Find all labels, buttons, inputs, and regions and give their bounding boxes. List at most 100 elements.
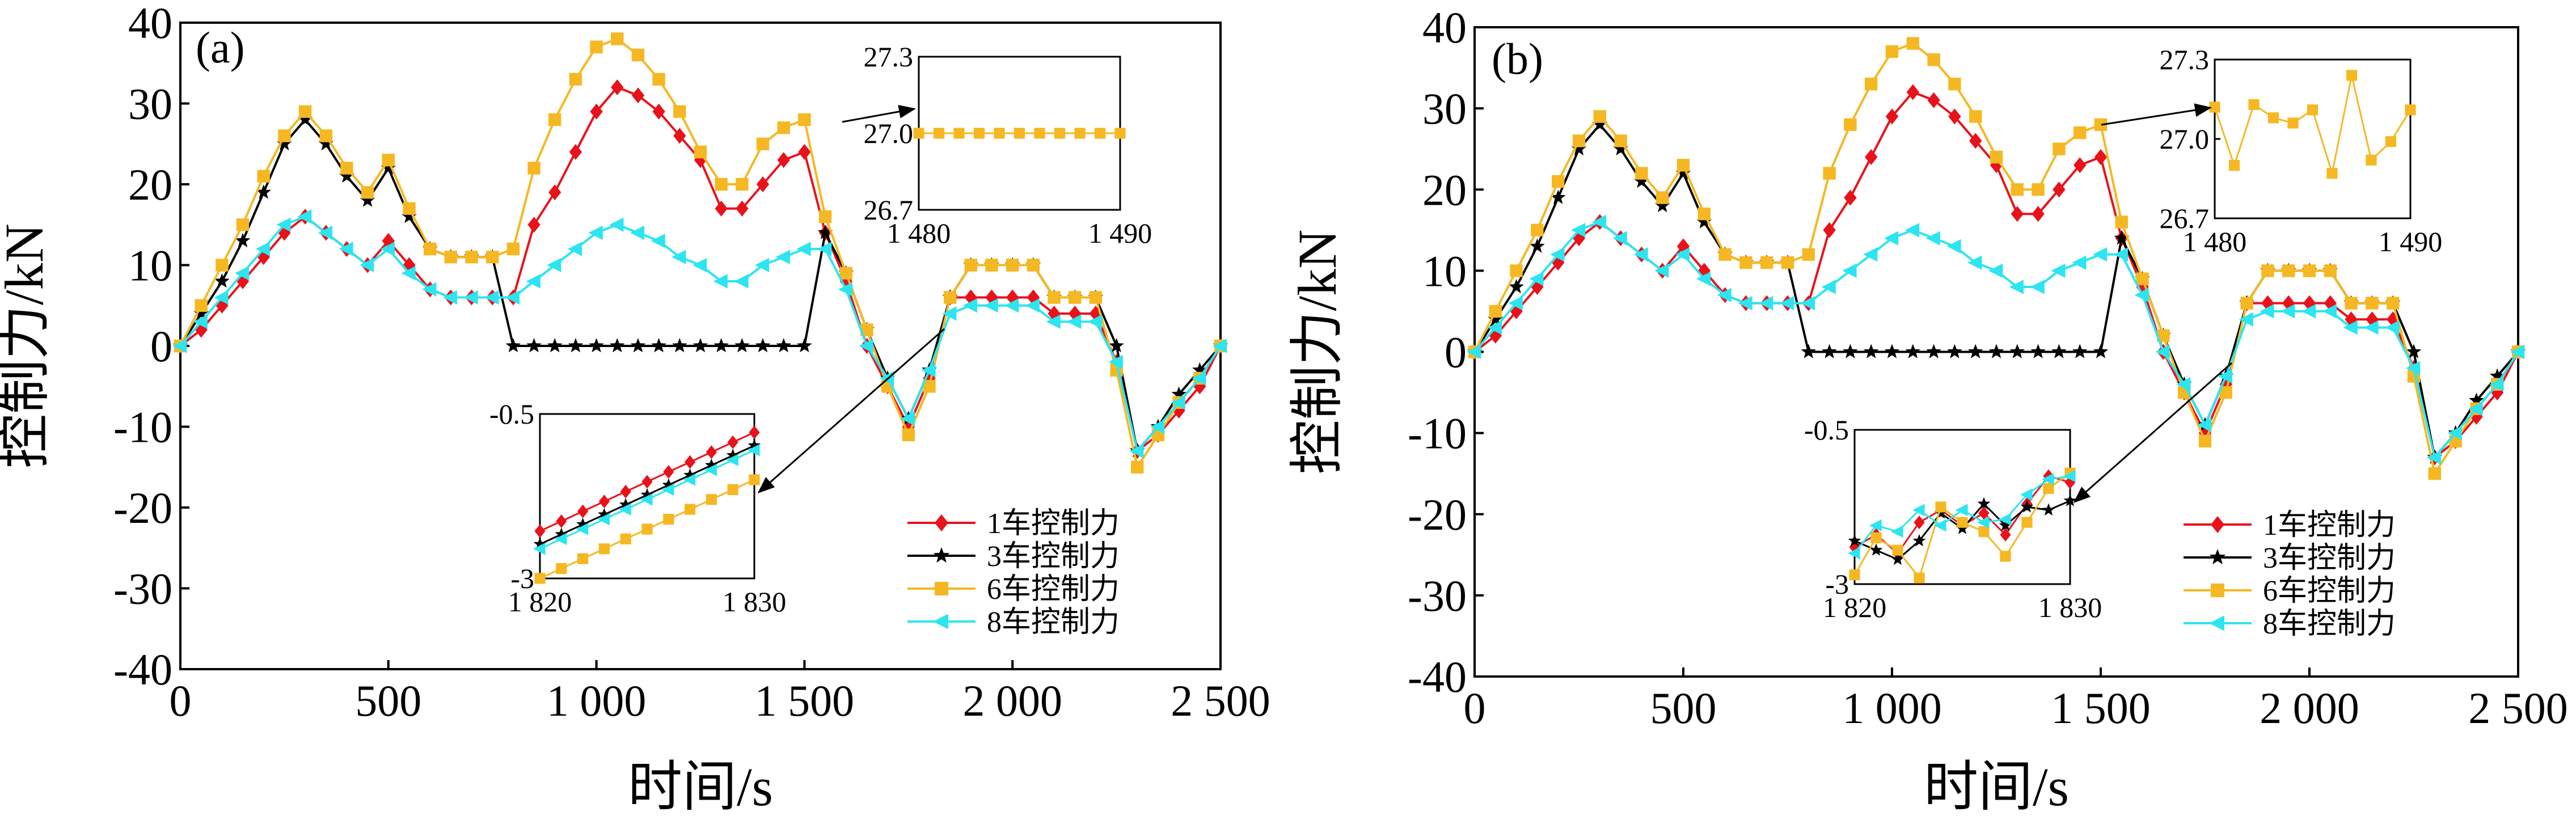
inset-data-point bbox=[1978, 506, 1990, 520]
legend-entry: 1车控制力 bbox=[2184, 509, 2396, 542]
inset-2: 1 820 1 830 -0.5 -3 bbox=[1804, 414, 2102, 623]
data-point bbox=[2489, 377, 2504, 392]
x-tick-label: 1 000 bbox=[1842, 683, 1942, 733]
data-point bbox=[1822, 344, 1837, 358]
x-tick-label: 0 bbox=[170, 676, 192, 725]
data-point bbox=[1572, 134, 1586, 147]
data-point bbox=[1571, 141, 1587, 155]
x-tick-label: 1 500 bbox=[755, 676, 855, 725]
inset-data-point bbox=[641, 523, 653, 535]
inset-data-point bbox=[704, 463, 717, 476]
data-point bbox=[2343, 320, 2358, 335]
data-point bbox=[611, 32, 624, 45]
data-point bbox=[2428, 467, 2441, 480]
data-point bbox=[1946, 239, 1961, 253]
data-point bbox=[505, 290, 520, 305]
data-point bbox=[713, 274, 728, 289]
data-point bbox=[2239, 312, 2253, 327]
y-tick-label: -30 bbox=[113, 564, 172, 614]
data-point bbox=[2094, 149, 2108, 165]
panel-label: (a) bbox=[196, 23, 245, 72]
inset-data-point bbox=[534, 524, 546, 538]
data-point bbox=[817, 242, 832, 256]
data-point bbox=[1843, 344, 1858, 358]
inset-data-point bbox=[2020, 500, 2034, 513]
data-point bbox=[2406, 344, 2422, 358]
data-point bbox=[1467, 344, 1481, 360]
data-point bbox=[2385, 320, 2400, 335]
data-point bbox=[318, 225, 332, 240]
inset-data-point bbox=[661, 483, 674, 496]
data-point bbox=[1550, 247, 1565, 262]
y-tick-label: 40 bbox=[128, 0, 172, 48]
data-point bbox=[589, 338, 604, 353]
data-point bbox=[1925, 231, 1940, 246]
inset-data-point bbox=[641, 475, 653, 489]
inset-data-point bbox=[556, 563, 567, 574]
x-tick-label: 500 bbox=[1650, 683, 1717, 733]
inset-data-point bbox=[727, 435, 738, 449]
data-point bbox=[942, 306, 957, 321]
data-point bbox=[1844, 118, 1857, 131]
data-point bbox=[1656, 191, 1669, 204]
data-point bbox=[1863, 344, 1879, 358]
data-point bbox=[1906, 84, 1919, 100]
inset-x-tick-label: 1 490 bbox=[2379, 226, 2443, 257]
data-point bbox=[403, 202, 416, 215]
data-point bbox=[1988, 344, 2004, 358]
data-point bbox=[1738, 296, 1752, 311]
legend-label: 6车控制力 bbox=[2263, 575, 2396, 607]
data-point bbox=[2468, 401, 2483, 416]
data-point bbox=[2032, 183, 2045, 196]
data-point bbox=[1048, 291, 1061, 304]
y-axis-label: 控制力/kN bbox=[0, 223, 54, 468]
data-point bbox=[526, 338, 542, 353]
inset-data-point bbox=[1013, 128, 1025, 139]
inset-y-tick-label: 26.7 bbox=[2160, 202, 2210, 234]
data-point bbox=[2198, 425, 2212, 441]
data-point bbox=[1948, 78, 1961, 91]
data-point bbox=[985, 259, 998, 272]
data-point bbox=[526, 274, 540, 289]
data-point bbox=[1529, 272, 1544, 286]
data-point bbox=[1109, 338, 1124, 353]
chart-panel-a: 0 500 1 000 1 500 2 000 2 500 -40 -30 -20 -10 0 10 2… bbox=[0, 0, 1270, 817]
legend-label: 1车控制力 bbox=[2263, 509, 2396, 542]
inset-data-point bbox=[1912, 534, 1926, 547]
data-point bbox=[590, 103, 603, 120]
data-point bbox=[2072, 344, 2088, 358]
inset-data-point bbox=[1956, 522, 1969, 534]
data-point bbox=[484, 290, 499, 305]
data-point bbox=[1967, 255, 1982, 270]
inset-data-point bbox=[1848, 534, 1861, 547]
data-point bbox=[172, 339, 187, 353]
inset-data-point bbox=[619, 503, 631, 515]
data-point bbox=[1508, 296, 1523, 311]
data-point bbox=[361, 186, 374, 199]
inset-data-point bbox=[748, 438, 761, 451]
data-point bbox=[610, 338, 625, 353]
data-point bbox=[298, 105, 312, 118]
data-point bbox=[588, 225, 603, 240]
data-point bbox=[1780, 296, 1794, 311]
data-point bbox=[1572, 230, 1586, 247]
y-tick-label: -10 bbox=[113, 403, 172, 452]
inset-1: 1 480 1 490 27.3 27.0 26.7 bbox=[2160, 44, 2443, 257]
data-point bbox=[652, 73, 665, 86]
data-point bbox=[1759, 296, 1773, 311]
data-point bbox=[214, 290, 229, 305]
data-point bbox=[631, 87, 645, 104]
y-tick-label: -30 bbox=[1408, 571, 1467, 620]
data-point bbox=[547, 257, 561, 273]
inset-data-point bbox=[2209, 102, 2220, 113]
inset-data-point bbox=[1114, 128, 1126, 139]
data-point bbox=[2051, 344, 2067, 358]
inset-y-tick-label: 27.0 bbox=[864, 117, 914, 149]
inset-data-point bbox=[1914, 572, 1925, 584]
inset-data-point bbox=[598, 508, 611, 521]
data-point bbox=[715, 200, 728, 217]
data-point bbox=[2447, 426, 2462, 441]
inset-y-tick-label: 27.0 bbox=[2160, 123, 2210, 155]
data-point bbox=[1969, 133, 1982, 149]
